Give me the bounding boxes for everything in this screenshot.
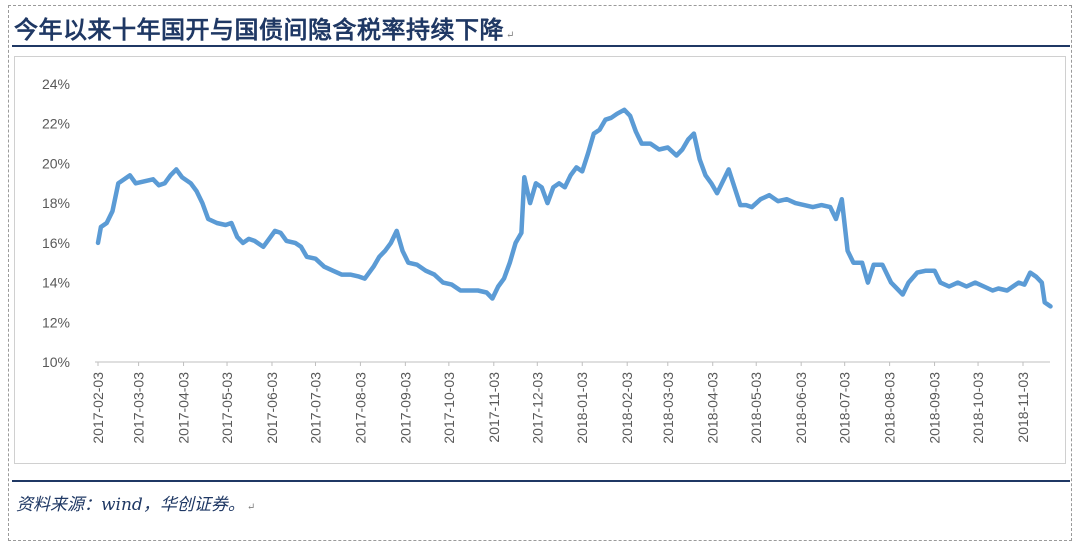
x-tick-label: 2017-10-03 <box>441 372 457 444</box>
source-rule <box>12 480 1070 482</box>
y-tick-label: 22% <box>42 116 70 132</box>
x-tick-label: 2017-12-03 <box>529 372 545 444</box>
x-tick-label: 2017-07-03 <box>307 372 323 444</box>
x-tick-label: 2017-05-03 <box>219 372 235 444</box>
y-axis: 10% 12% 14% 16% 18% 20% 22% 24% <box>42 76 70 370</box>
x-tick-label: 2018-04-03 <box>705 372 721 444</box>
x-axis: 2017-02-03 2017-03-03 2017-04-03 2017-05-03… <box>90 362 1031 444</box>
x-tick-label: 2017-04-03 <box>176 372 192 444</box>
figure-title-text: 今年以来十年国开与国债间隐含税率持续下降 <box>14 15 504 44</box>
x-tick-label: 2018-01-03 <box>574 372 590 444</box>
x-tick-label: 2017-11-03 <box>486 372 502 443</box>
figure-frame <box>8 5 1072 541</box>
x-tick-label: 2018-10-03 <box>970 372 986 444</box>
y-tick-label: 12% <box>42 314 70 330</box>
tax-rate-series-line <box>95 107 1053 309</box>
source-note: 资料来源：wind，华创证券。 ↵ <box>16 490 255 515</box>
y-tick-label: 10% <box>42 354 70 370</box>
y-tick-label: 20% <box>42 155 70 171</box>
source-text: 资料来源：wind，华创证券。 <box>16 495 245 515</box>
implied-tax-rate-chart: 10%12%14%16%18%20%22%24% 2017-02-03 2017-… <box>42 76 1053 444</box>
x-tick-label: 2018-08-03 <box>882 372 898 444</box>
y-tick-label: 16% <box>42 235 70 251</box>
x-tick-label: 2018-02-03 <box>619 372 635 444</box>
x-tick-label: 2018-03-03 <box>660 372 676 444</box>
x-tick-label: 2017-09-03 <box>397 372 413 444</box>
x-tick-label: 2018-06-03 <box>793 372 809 444</box>
figure-title: 今年以来十年国开与国债间隐含税率持续下降 ↵ <box>14 10 515 45</box>
paragraph-mark-icon: ↵ <box>506 30 515 41</box>
x-tick-label: 2017-06-03 <box>264 372 280 444</box>
chart-area: 10% 12% 14% 16% 18% 20% 22% 24% 2017-02-03 2017-… <box>14 56 1066 464</box>
x-tick-label: 2017-03-03 <box>131 372 147 444</box>
x-tick-label: 2017-08-03 <box>352 372 368 444</box>
y-tick-label: 18% <box>42 195 70 211</box>
y-tick-label: 24% <box>42 76 70 92</box>
title-rule <box>12 45 1070 47</box>
x-tick-label: 2017-02-03 <box>90 372 106 444</box>
x-tick-label: 2018-09-03 <box>927 372 943 444</box>
paragraph-mark-icon: ↵ <box>246 502 256 513</box>
x-tick-label: 2018-11-03 <box>1015 372 1031 443</box>
x-tick-label: 2018-07-03 <box>837 372 853 444</box>
x-tick-label: 2018-05-03 <box>748 372 764 444</box>
y-tick-label: 14% <box>42 275 70 291</box>
